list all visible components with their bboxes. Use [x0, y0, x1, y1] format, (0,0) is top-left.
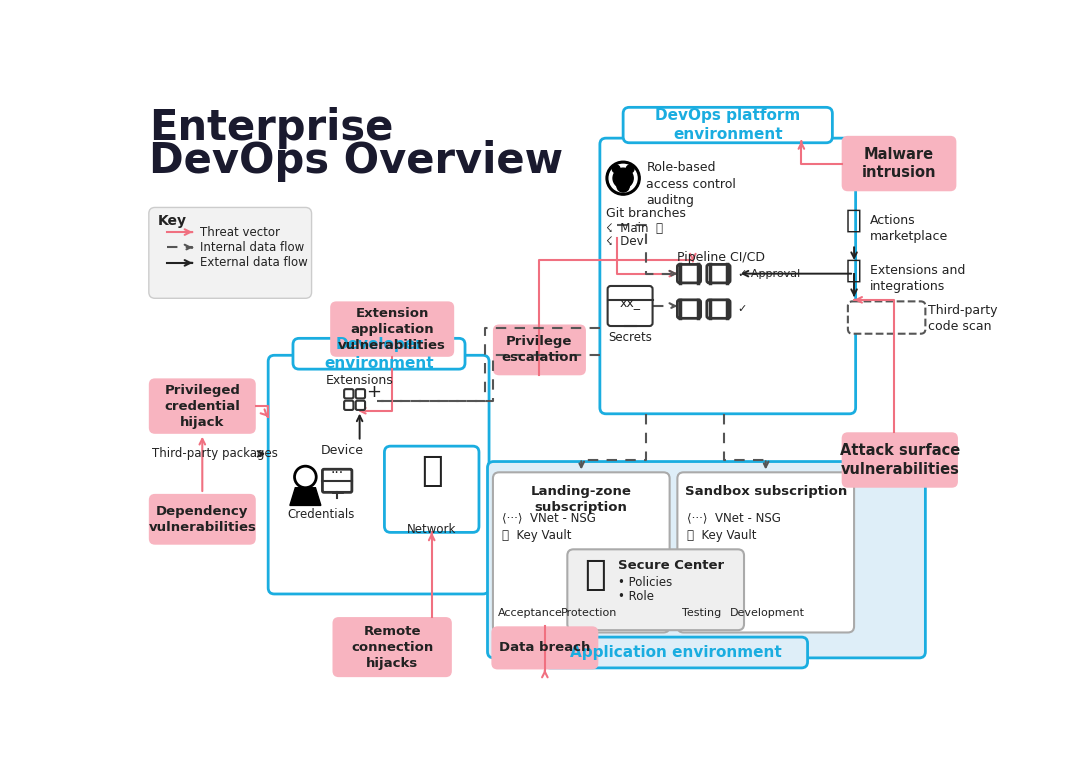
Text: 🛡: 🛡 — [585, 558, 606, 592]
FancyBboxPatch shape — [323, 469, 352, 492]
FancyBboxPatch shape — [624, 108, 832, 143]
FancyBboxPatch shape — [293, 338, 465, 369]
Text: Key: Key — [159, 213, 187, 227]
Text: ⋅⋅⋅: ⋅⋅⋅ — [330, 466, 344, 480]
FancyBboxPatch shape — [568, 549, 745, 630]
Text: Secrets: Secrets — [609, 330, 652, 344]
FancyBboxPatch shape — [149, 379, 256, 434]
Text: Threat vector: Threat vector — [200, 226, 279, 238]
Text: Sandbox subscription: Sandbox subscription — [684, 485, 847, 498]
FancyBboxPatch shape — [149, 207, 312, 298]
FancyBboxPatch shape — [678, 472, 855, 633]
Text: Remote
connection
hijacks: Remote connection hijacks — [351, 625, 434, 670]
Text: 🔑  Key Vault: 🔑 Key Vault — [502, 529, 572, 542]
Text: Secure Center: Secure Center — [618, 559, 725, 572]
Text: Extensions and
integrations: Extensions and integrations — [870, 263, 965, 293]
Text: Enterprise: Enterprise — [149, 108, 393, 150]
Text: Extension
application
vulnerabilities: Extension application vulnerabilities — [338, 307, 446, 351]
Text: Privilege
escalation: Privilege escalation — [501, 336, 578, 365]
Text: Acceptance: Acceptance — [497, 608, 562, 618]
Text: Git branches: Git branches — [606, 207, 686, 220]
Text: 🛍: 🛍 — [846, 207, 862, 234]
Text: 📦: 📦 — [846, 258, 862, 284]
FancyBboxPatch shape — [491, 626, 599, 669]
Text: Attack surface
vulnerabilities: Attack surface vulnerabilities — [839, 443, 960, 477]
FancyBboxPatch shape — [356, 390, 365, 398]
FancyBboxPatch shape — [678, 300, 700, 319]
FancyBboxPatch shape — [344, 400, 354, 410]
Text: ✓ Approval: ✓ Approval — [738, 269, 800, 279]
Text: 🔑  Key Vault: 🔑 Key Vault — [686, 529, 756, 542]
Text: ☇  Dev: ☇ Dev — [606, 235, 644, 249]
Circle shape — [626, 165, 634, 173]
Text: Data breach: Data breach — [500, 641, 590, 654]
Text: ✓: ✓ — [738, 304, 747, 314]
FancyBboxPatch shape — [384, 446, 479, 532]
Text: Device: Device — [322, 444, 364, 456]
Text: Malware
intrusion: Malware intrusion — [862, 146, 937, 181]
Text: Pipeline CI/CD: Pipeline CI/CD — [678, 252, 765, 264]
Text: DevOps platform
environment: DevOps platform environment — [655, 108, 801, 142]
Wedge shape — [617, 186, 629, 192]
FancyBboxPatch shape — [488, 461, 926, 658]
Text: xx_: xx_ — [619, 297, 641, 309]
Text: Developer
environment: Developer environment — [324, 337, 434, 371]
FancyBboxPatch shape — [600, 138, 856, 414]
Text: Landing-zone
subscription: Landing-zone subscription — [531, 485, 631, 513]
Text: ⟨···⟩  VNet - NSG: ⟨···⟩ VNet - NSG — [502, 511, 596, 523]
FancyBboxPatch shape — [356, 400, 365, 410]
Text: DevOps Overview: DevOps Overview — [149, 139, 563, 182]
FancyBboxPatch shape — [330, 301, 454, 357]
FancyBboxPatch shape — [344, 390, 354, 398]
Text: Extensions: Extensions — [326, 374, 394, 386]
Text: Application environment: Application environment — [570, 645, 781, 660]
Text: Third-party
code scan: Third-party code scan — [928, 304, 998, 333]
Text: Third-party packages: Third-party packages — [152, 447, 277, 460]
FancyBboxPatch shape — [493, 472, 670, 633]
FancyBboxPatch shape — [678, 264, 700, 283]
FancyBboxPatch shape — [149, 494, 256, 545]
Text: Credentials: Credentials — [287, 508, 355, 520]
Text: Role-based
access control
auditng: Role-based access control auditng — [646, 161, 736, 207]
Text: Development: Development — [730, 608, 805, 618]
FancyBboxPatch shape — [607, 286, 653, 326]
Polygon shape — [290, 488, 320, 506]
Text: Dependency
vulnerabilities: Dependency vulnerabilities — [149, 505, 256, 534]
Circle shape — [610, 164, 637, 192]
FancyBboxPatch shape — [493, 325, 586, 375]
Text: +: + — [366, 383, 381, 401]
Text: External data flow: External data flow — [200, 256, 308, 270]
Text: ⟨···⟩  VNet - NSG: ⟨···⟩ VNet - NSG — [686, 511, 780, 523]
FancyBboxPatch shape — [848, 301, 926, 333]
Text: ☇  Main  🔒: ☇ Main 🔒 — [606, 222, 664, 235]
FancyBboxPatch shape — [842, 432, 958, 488]
Text: • Policies: • Policies — [618, 576, 672, 588]
FancyBboxPatch shape — [707, 300, 730, 319]
Circle shape — [613, 168, 633, 189]
Text: • Role: • Role — [618, 590, 655, 603]
FancyBboxPatch shape — [269, 355, 489, 594]
Circle shape — [606, 161, 640, 195]
FancyBboxPatch shape — [842, 136, 956, 192]
FancyBboxPatch shape — [707, 264, 730, 283]
Text: 📡: 📡 — [421, 454, 442, 488]
Text: Network: Network — [407, 523, 456, 536]
FancyBboxPatch shape — [332, 617, 452, 677]
Text: Actions
marketplace: Actions marketplace — [870, 213, 947, 242]
Text: Privileged
credential
hijack: Privileged credential hijack — [164, 383, 241, 428]
Text: Internal data flow: Internal data flow — [200, 241, 304, 254]
Text: Testing: Testing — [682, 608, 721, 618]
Text: Protection: Protection — [561, 608, 617, 618]
FancyBboxPatch shape — [544, 637, 807, 668]
Circle shape — [612, 165, 620, 173]
